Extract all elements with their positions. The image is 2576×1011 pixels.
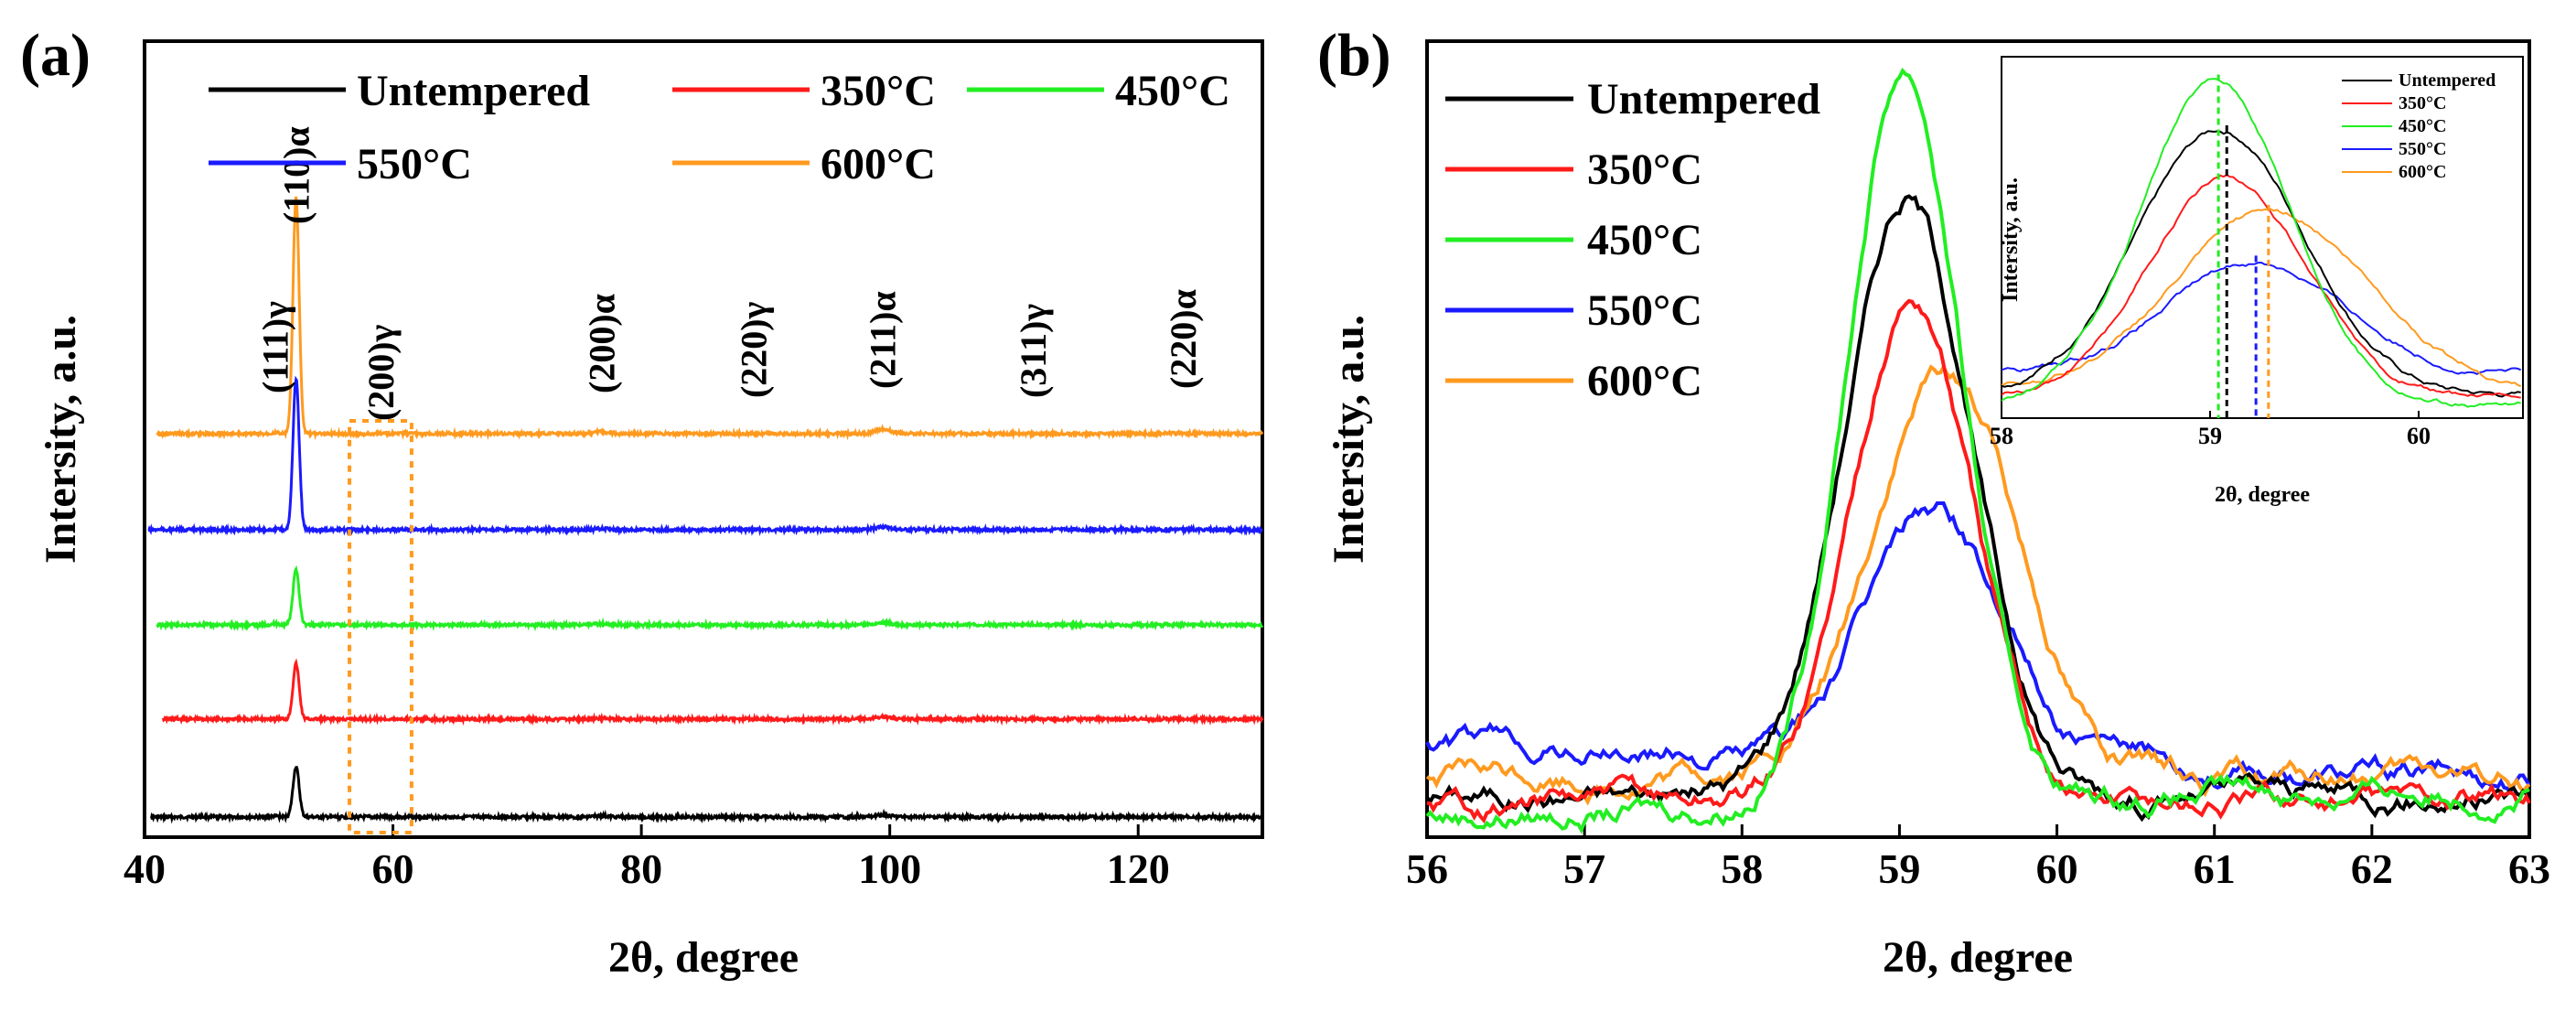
panel-b-x-axis-title: 2θ, degree	[1883, 933, 2073, 982]
a-legend-label: 350°C	[821, 67, 936, 115]
b-x-tick-label: 62	[2351, 845, 2393, 892]
b-legend-label: 450°C	[1587, 216, 1702, 264]
a-legend-label: 450°C	[1115, 67, 1230, 115]
a-series-600c	[156, 196, 1264, 441]
inset-legend-label: 550°C	[2399, 139, 2446, 159]
a-legend-label: 600°C	[821, 140, 936, 188]
panel-a-peak-labels: (111)γ (110)α (200)γ (200)α (220)γ (211)α (311…	[255, 126, 1205, 421]
a-peak-label: (311)γ	[1013, 304, 1054, 398]
b-x-tick-label: 58	[1721, 845, 1763, 892]
a-peak-label: (110)α	[276, 126, 317, 224]
panel-a-legend: Untempered 350°C 450°C 550°C 600°C	[209, 67, 1230, 188]
a-peak-label: (220)γ	[733, 301, 774, 398]
inset-legend-label: 600°C	[2399, 162, 2446, 182]
b-series-550c	[1425, 501, 2531, 795]
inset-series	[2001, 74, 2522, 418]
b-series-untempered	[1425, 194, 2530, 823]
b-series-600c	[1425, 363, 2531, 806]
inset-series-untempered	[2001, 130, 2521, 398]
inset-y-axis-title: Intersity, a.u.	[1999, 177, 2023, 302]
b-x-tick-label: 60	[2036, 845, 2078, 892]
a-x-tick-label: 100	[858, 845, 921, 892]
a-peak-label: (220)α	[1163, 289, 1204, 389]
a-x-tick-label: 80	[620, 845, 662, 892]
inset-x-tick-label: 60	[2407, 423, 2431, 449]
panel-a-x-ticks: 40 60 80 100 120	[123, 824, 1170, 892]
a-series-350c	[161, 658, 1264, 726]
inset-legend-label: 450°C	[2399, 116, 2446, 136]
panel-b-y-axis-title: Intersity, a.u.	[1325, 315, 1373, 564]
inset-legend-label: Untempered	[2399, 70, 2496, 91]
b-x-tick-label: 57	[1563, 845, 1605, 892]
b-x-tick-label: 59	[1878, 845, 1920, 892]
a-peak-label: (200)α	[582, 294, 623, 393]
panel-a-x-axis-title: 2θ, degree	[608, 933, 799, 982]
b-x-tick-label: 61	[2194, 845, 2236, 892]
inset-x-axis-title: 2θ, degree	[2215, 483, 2310, 507]
a-x-tick-label: 40	[123, 845, 166, 892]
panel-b-frame	[1425, 39, 2531, 839]
b-legend-label: 550°C	[1587, 286, 1702, 335]
a-legend-label: Untempered	[357, 67, 590, 115]
a-peak-label: (200)γ	[360, 324, 402, 421]
panel-a-label: (a)	[20, 22, 91, 89]
inset-series-350c	[2001, 174, 2521, 399]
a-peak-label: (111)γ	[255, 301, 296, 393]
a-series-450c	[156, 565, 1264, 632]
inset-legend-label: 350°C	[2399, 93, 2446, 113]
inset-series-600c	[2001, 208, 2522, 388]
b-x-tick-label: 56	[1406, 845, 1448, 892]
a-x-tick-label: 120	[1107, 845, 1170, 892]
b-legend-label: 600°C	[1587, 357, 1702, 405]
panel-b-legend: Untempered 350°C 450°C 550°C 600°C	[1445, 75, 1820, 405]
a-series-untempered	[150, 766, 1264, 824]
inset-series-550c	[2001, 261, 2522, 375]
panel-a-series	[147, 196, 1264, 824]
a-legend-label: 550°C	[357, 140, 472, 188]
b-legend-label: Untempered	[1587, 75, 1820, 124]
b-series-450c	[1425, 67, 2530, 834]
inset-x-tick-label: 58	[1990, 423, 2013, 449]
panel-a-frame	[143, 39, 1264, 839]
a-peak-label: (211)α	[863, 291, 904, 389]
b-x-tick-label: 63	[2508, 845, 2550, 892]
panel-b-x-ticks: 56 57 58 59 60 61 62 63	[1406, 824, 2550, 892]
panel-a-zoom-region-box	[348, 419, 413, 834]
panel-b-label: (b)	[1317, 22, 1391, 89]
inset-x-ticks: 58 59 60	[1990, 411, 2431, 449]
b-legend-label: 350°C	[1587, 145, 1702, 194]
inset-x-tick-label: 59	[2198, 423, 2222, 449]
a-x-tick-label: 60	[372, 845, 414, 892]
a-series-550c	[147, 375, 1263, 537]
panel-a-y-axis-title: Intersity, a.u.	[37, 315, 85, 564]
panel-b-series	[1425, 67, 2531, 834]
inset-series-450c	[2001, 78, 2521, 408]
